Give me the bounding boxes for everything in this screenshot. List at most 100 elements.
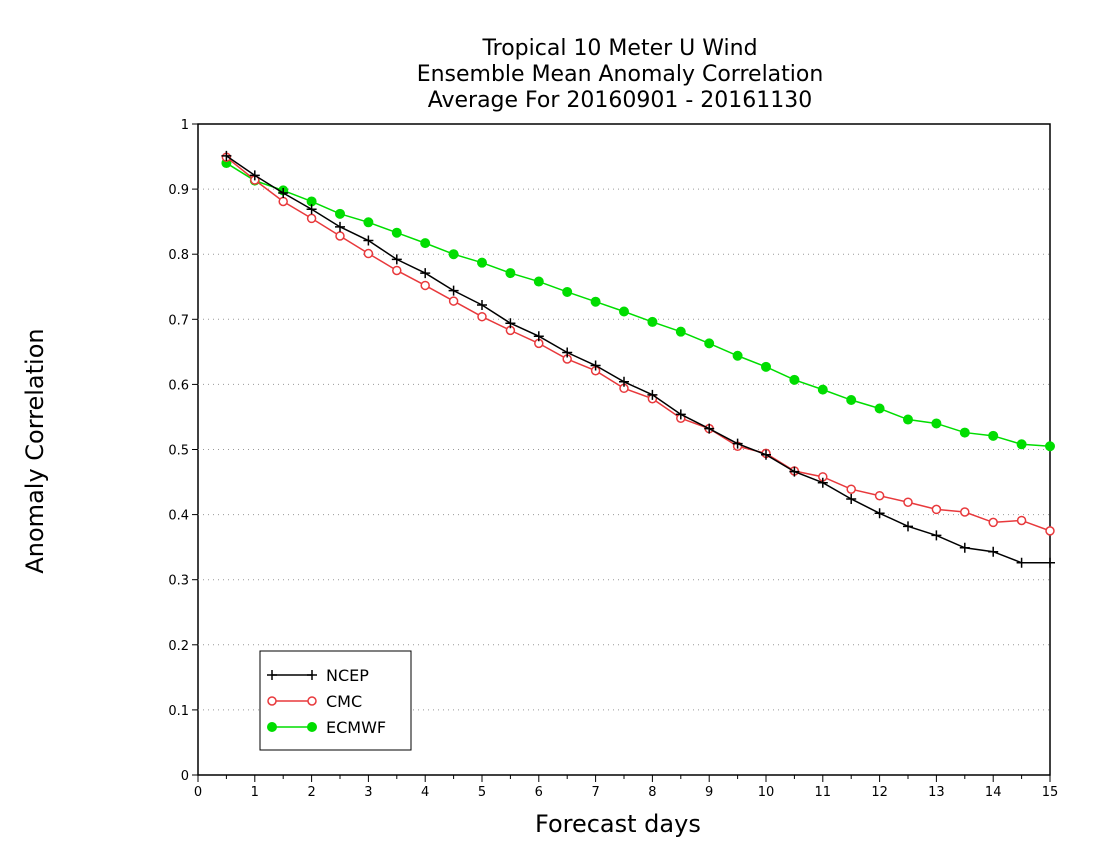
data-point-ncep — [704, 423, 715, 434]
data-point-ncep — [590, 360, 601, 371]
x-tick-label: 8 — [648, 785, 656, 800]
data-point-ncep — [846, 493, 857, 504]
y-tick-label: 0.5 — [168, 444, 189, 459]
data-point-ecmwf — [959, 427, 970, 438]
data-point-cmc — [306, 213, 317, 224]
data-point-ecmwf — [647, 316, 658, 327]
legend-marker-ncep — [307, 670, 317, 680]
data-point-ncep — [647, 389, 658, 400]
data-point-ncep — [306, 204, 317, 215]
x-tick-label: 3 — [364, 785, 372, 800]
legend-marker-ecmwf — [307, 722, 317, 732]
legend-label-cmc: CMC — [326, 692, 362, 711]
data-point-ecmwf — [817, 384, 828, 395]
data-point-ecmwf — [391, 227, 402, 238]
data-point-ncep — [278, 188, 289, 199]
legend-marker-cmc — [307, 696, 317, 706]
chart-title-line-1: Tropical 10 Meter U Wind — [482, 36, 758, 61]
data-point-ecmwf — [533, 276, 544, 287]
data-point-ncep — [1045, 557, 1055, 568]
data-point-ecmwf — [675, 326, 686, 337]
y-tick-label: 0 — [181, 769, 189, 784]
data-point-ncep — [420, 268, 431, 279]
data-point-cmc — [931, 504, 942, 515]
x-tick-label: 4 — [421, 785, 429, 800]
data-point-ecmwf — [1045, 441, 1055, 452]
data-point-ncep — [931, 530, 942, 541]
data-point-ncep — [562, 347, 573, 358]
data-point-ecmwf — [448, 249, 459, 260]
data-point-ecmwf — [505, 268, 516, 279]
data-point-ecmwf — [761, 361, 771, 372]
x-tick-label: 15 — [1042, 785, 1059, 800]
data-point-ncep — [817, 477, 828, 488]
x-tick-label: 5 — [478, 785, 486, 800]
data-point-ncep — [391, 254, 402, 265]
data-point-ecmwf — [477, 257, 487, 268]
y-tick-label: 0.2 — [168, 639, 189, 654]
data-point-cmc — [420, 280, 430, 291]
data-point-cmc — [363, 248, 374, 259]
data-point-ncep — [1016, 557, 1027, 568]
y-tick-label: 1 — [181, 118, 189, 133]
data-point-ncep — [221, 150, 232, 161]
y-tick-label: 0.4 — [168, 509, 189, 524]
x-tick-label: 11 — [815, 785, 832, 800]
data-point-ecmwf — [732, 350, 743, 361]
data-point-ncep — [477, 299, 487, 310]
data-point-ncep — [505, 318, 516, 329]
x-tick-label: 6 — [535, 785, 543, 800]
data-point-cmc — [278, 196, 288, 207]
data-point-ecmwf — [931, 418, 942, 429]
legend-label-ncep: NCEP — [326, 666, 369, 685]
chart-title-line-3: Average For 20160901 - 20161130 — [427, 88, 813, 113]
x-tick-label: 2 — [307, 785, 315, 800]
data-point-ncep — [988, 546, 999, 557]
y-tick-label: 0.9 — [168, 183, 189, 198]
data-point-ncep — [335, 221, 345, 232]
data-point-ecmwf — [420, 238, 431, 249]
data-point-ecmwf — [903, 414, 913, 425]
data-point-ncep — [363, 235, 374, 246]
data-point-cmc — [1045, 526, 1055, 536]
data-point-cmc — [448, 296, 459, 306]
y-tick-label: 0.6 — [168, 378, 189, 393]
x-tick-label: 7 — [591, 785, 599, 800]
data-point-cmc — [988, 517, 998, 528]
x-tick-label: 12 — [871, 785, 888, 800]
data-point-ncep — [533, 331, 544, 342]
x-axis-label: Forecast days — [535, 810, 701, 838]
series-line-cmc — [225, 156, 1051, 532]
chart-title-line-2: Ensemble Mean Anomaly Correlation — [416, 62, 824, 87]
y-tick-label: 0.3 — [168, 574, 189, 589]
y-tick-label: 0.1 — [168, 704, 189, 719]
data-point-ncep — [619, 376, 629, 387]
data-point-ecmwf — [363, 217, 374, 228]
legend-label-ecmwf: ECMWF — [326, 718, 386, 737]
data-point-ecmwf — [704, 338, 715, 349]
data-point-cmc — [846, 484, 856, 494]
data-point-ecmwf — [335, 208, 345, 219]
x-tick-label: 9 — [705, 785, 713, 800]
data-point-ecmwf — [846, 395, 857, 406]
x-tick-label: 14 — [985, 785, 1002, 800]
data-point-ncep — [874, 508, 885, 519]
y-tick-label: 0.7 — [168, 313, 189, 328]
legend-marker-ecmwf — [267, 722, 277, 732]
data-point-cmc — [1016, 515, 1027, 526]
data-point-cmc — [477, 311, 487, 322]
legend-marker-cmc — [267, 696, 277, 706]
data-point-ecmwf — [562, 286, 573, 297]
data-point-cmc — [335, 231, 345, 241]
data-point-cmc — [392, 265, 402, 276]
data-point-ncep — [903, 521, 913, 532]
data-point-ncep — [959, 542, 970, 553]
data-point-ncep — [249, 170, 260, 181]
data-point-ncep — [675, 409, 686, 420]
legend-marker-ncep — [267, 670, 277, 680]
data-point-ncep — [448, 285, 459, 296]
data-point-ncep — [732, 438, 743, 449]
x-tick-label: 0 — [194, 785, 202, 800]
data-point-ecmwf — [874, 403, 885, 414]
